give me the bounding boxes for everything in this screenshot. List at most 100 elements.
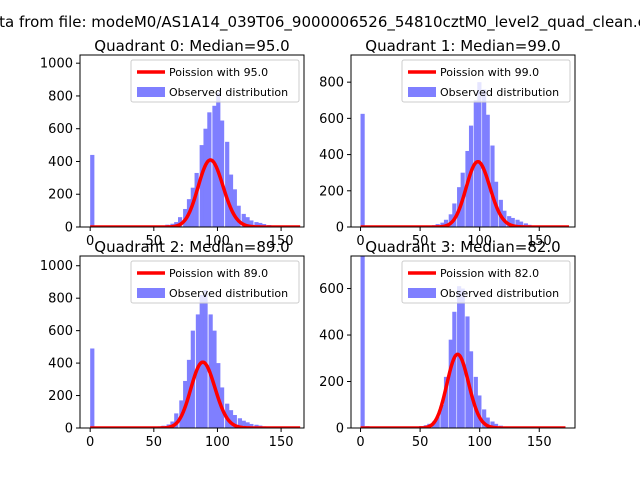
y-tick-label: 0 <box>65 221 73 236</box>
quadrant-1-histogram <box>360 82 540 227</box>
quadrant-2-title: Quadrant 2: Median=89.0 <box>94 238 289 256</box>
quadrant-0-title: Quadrant 0: Median=95.0 <box>94 37 289 55</box>
histogram-bar <box>241 213 246 227</box>
x-tick-label: 50 <box>146 435 163 450</box>
histogram-bar <box>207 112 212 227</box>
quadrant-3-legend: Poission with 82.0 Observed distribution <box>401 260 571 304</box>
legend-label-observed: Observed distribution <box>440 86 559 99</box>
histogram-bar <box>493 423 499 428</box>
histogram-bar <box>452 311 457 428</box>
histogram-bar <box>249 423 254 428</box>
histogram-bar <box>360 256 365 428</box>
quadrant-3-panel: 0 50 100 150 0 200 400 600 Poission with 82.0 Obs… <box>319 238 576 450</box>
histogram-bar <box>452 203 457 227</box>
histogram-bar <box>440 404 445 428</box>
histogram-bar <box>232 189 237 227</box>
quadrant-0-panel: 0 50 100 150 0 200 400 600 800 1000 Poission with … <box>40 37 305 249</box>
axes-frame <box>79 255 305 429</box>
histogram-bar <box>448 339 453 428</box>
x-tick-label: 100 <box>467 435 492 450</box>
y-tick-label: 400 <box>48 155 73 170</box>
histogram-bar <box>510 217 515 227</box>
x-tick-label: 150 <box>269 234 294 249</box>
histogram-bar <box>228 174 234 227</box>
histogram-bar <box>90 348 95 428</box>
histogram-bar <box>485 114 490 227</box>
y-tick-label: 400 <box>319 148 344 163</box>
figure-suptitle: Data from file: modeM0/AS1A14_039T06_900… <box>0 13 640 32</box>
histogram-bar <box>477 395 482 428</box>
x-tick-label: 50 <box>412 234 429 249</box>
y-tick-label: 600 <box>319 112 344 127</box>
histogram-bar <box>485 417 490 428</box>
legend-box <box>130 59 300 103</box>
histogram-bar <box>360 113 365 227</box>
y-tick-label: 1000 <box>40 259 73 274</box>
histogram-bar <box>212 330 217 428</box>
histogram-bar <box>237 418 243 428</box>
y-tick-label: 800 <box>48 292 73 307</box>
legend-box <box>130 260 300 304</box>
histogram-bar <box>443 219 449 227</box>
quadrant-1-legend: Poission with 99.0 Observed distribution <box>401 59 571 103</box>
histogram-bar <box>490 421 495 428</box>
x-tick-label: 50 <box>146 234 163 249</box>
histogram-bar <box>254 222 259 227</box>
poisson-curve <box>89 360 301 428</box>
x-tick-label: 150 <box>269 435 294 450</box>
histogram-bar <box>507 216 512 227</box>
legend-label-poisson: Poission with 95.0 <box>169 66 268 79</box>
legend-label-observed: Observed distribution <box>169 86 288 99</box>
y-tick-label: 800 <box>48 89 73 104</box>
histogram-bar <box>249 220 254 227</box>
x-tick-label: 50 <box>412 435 429 450</box>
histogram-bar <box>245 422 250 428</box>
legend-label-poisson: Poission with 82.0 <box>440 267 539 280</box>
histogram-bar <box>199 145 204 227</box>
axes-frame <box>350 54 576 228</box>
x-tick-label: 0 <box>356 435 364 450</box>
y-tick-label: 200 <box>319 375 344 390</box>
y-tick-label: 600 <box>48 324 73 339</box>
legend-bar-swatch <box>408 87 436 97</box>
y-tick-label: 0 <box>336 422 344 437</box>
legend-label-poisson: Poission with 89.0 <box>169 267 268 280</box>
poisson-curve <box>359 352 567 428</box>
histogram-bar <box>232 415 237 428</box>
histogram-bar <box>225 141 230 227</box>
histogram-bar <box>90 154 95 227</box>
x-tick-label: 0 <box>86 435 94 450</box>
histogram-bar <box>203 290 208 428</box>
histogram-bar <box>477 82 482 227</box>
y-tick-label: 200 <box>48 389 73 404</box>
y-tick-label: 1000 <box>40 57 73 72</box>
legend-label-poisson: Poission with 99.0 <box>440 66 539 79</box>
histogram-bar <box>490 145 495 227</box>
quadrant-1-panel: 0 50 100 150 0 200 400 600 800 Poission with 99.0… <box>319 37 576 249</box>
histogram-bar <box>482 89 487 227</box>
quadrant-2-histogram <box>90 290 272 428</box>
y-tick-label: 200 <box>48 188 73 203</box>
histogram-bar <box>194 172 199 227</box>
y-tick-label: 400 <box>48 357 73 372</box>
histogram-bar <box>482 409 487 428</box>
x-tick-label: 100 <box>205 234 230 249</box>
y-tick-label: 800 <box>319 76 344 91</box>
legend-bar-swatch <box>137 288 165 298</box>
x-tick-label: 0 <box>86 234 94 249</box>
poisson-curve <box>359 159 570 227</box>
histogram-bar <box>241 420 246 428</box>
histogram-bar <box>523 223 528 227</box>
histogram-bar <box>435 416 440 428</box>
legend-box <box>401 260 571 304</box>
histogram-bar <box>220 120 225 227</box>
quadrant-1-title: Quadrant 1: Median=99.0 <box>365 37 560 55</box>
legend-label-observed: Observed distribution <box>440 287 559 300</box>
legend-label-observed: Observed distribution <box>169 287 288 300</box>
histogram-bar <box>178 217 183 227</box>
y-tick-label: 200 <box>319 184 344 199</box>
x-tick-label: 150 <box>527 435 552 450</box>
histogram-bar <box>443 376 449 428</box>
histogram-bar <box>473 376 478 428</box>
